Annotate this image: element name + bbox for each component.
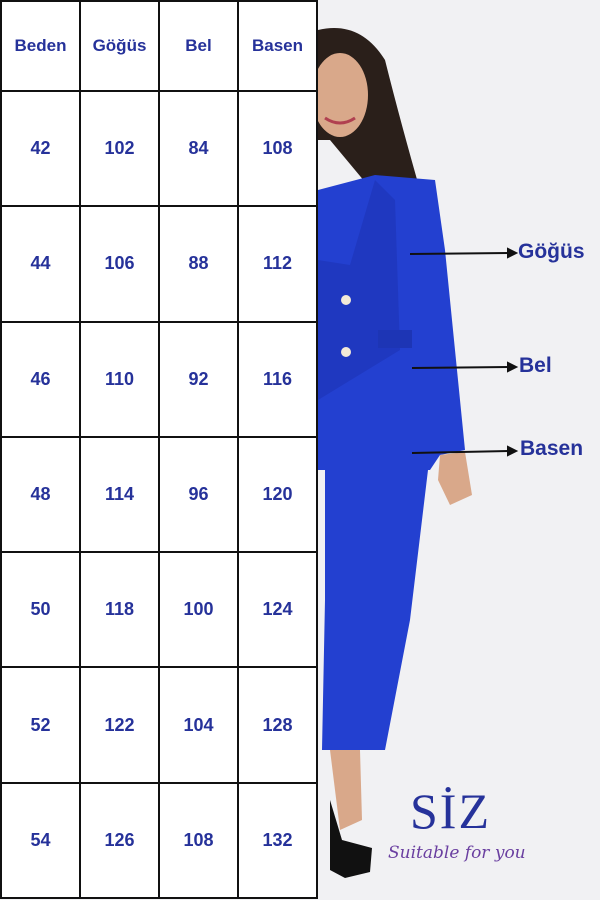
table-cell: 120 <box>237 435 318 554</box>
label-chest: Göğüs <box>518 240 585 263</box>
table-cell: 46 <box>0 320 81 438</box>
table-cell: 114 <box>79 435 160 554</box>
table-cell: 108 <box>237 89 318 208</box>
table-cell: 102 <box>79 89 160 208</box>
table-cell: 92 <box>158 320 239 438</box>
size-chart-table: Beden Göğüs Bel Basen 42 102 84 108 44 106 88 1… <box>0 0 318 900</box>
table-cell: 104 <box>158 666 239 784</box>
header-basen: Basen <box>237 0 318 92</box>
table-row: 48 114 96 120 <box>0 435 318 554</box>
table-cell: 132 <box>237 781 318 900</box>
label-hip: Basen <box>520 437 584 460</box>
table-row: 52 122 104 128 <box>0 666 318 784</box>
table-cell: 124 <box>237 551 318 669</box>
brand-logo: SİZ <box>410 783 491 839</box>
table-cell: 88 <box>158 205 239 323</box>
header-bel: Bel <box>158 0 239 92</box>
table-cell: 122 <box>79 666 160 784</box>
table-cell: 112 <box>237 205 318 323</box>
table-row: 50 118 100 124 <box>0 551 318 669</box>
table-cell: 110 <box>79 320 160 438</box>
table-cell: 84 <box>158 89 239 208</box>
table-cell: 128 <box>237 666 318 784</box>
table-cell: 96 <box>158 435 239 554</box>
table-cell: 52 <box>0 666 81 784</box>
table-row: 42 102 84 108 <box>0 89 318 208</box>
table-header-row: Beden Göğüs Bel Basen <box>0 0 318 92</box>
table-cell: 50 <box>0 551 81 669</box>
table-cell: 126 <box>79 781 160 900</box>
table-cell: 116 <box>237 320 318 438</box>
table-cell: 106 <box>79 205 160 323</box>
header-beden: Beden <box>0 0 81 92</box>
label-waist: Bel <box>519 354 552 377</box>
table-cell: 118 <box>79 551 160 669</box>
table-cell: 108 <box>158 781 239 900</box>
header-gogus: Göğüs <box>79 0 160 92</box>
table-row: 44 106 88 112 <box>0 205 318 323</box>
table-cell: 42 <box>0 89 81 208</box>
brand-tagline: Suitable for you <box>388 843 526 863</box>
table-cell: 44 <box>0 205 81 323</box>
table-cell: 48 <box>0 435 81 554</box>
table-cell: 54 <box>0 781 81 900</box>
table-row: 54 126 108 132 <box>0 781 318 900</box>
table-cell: 100 <box>158 551 239 669</box>
table-row: 46 110 92 116 <box>0 320 318 438</box>
